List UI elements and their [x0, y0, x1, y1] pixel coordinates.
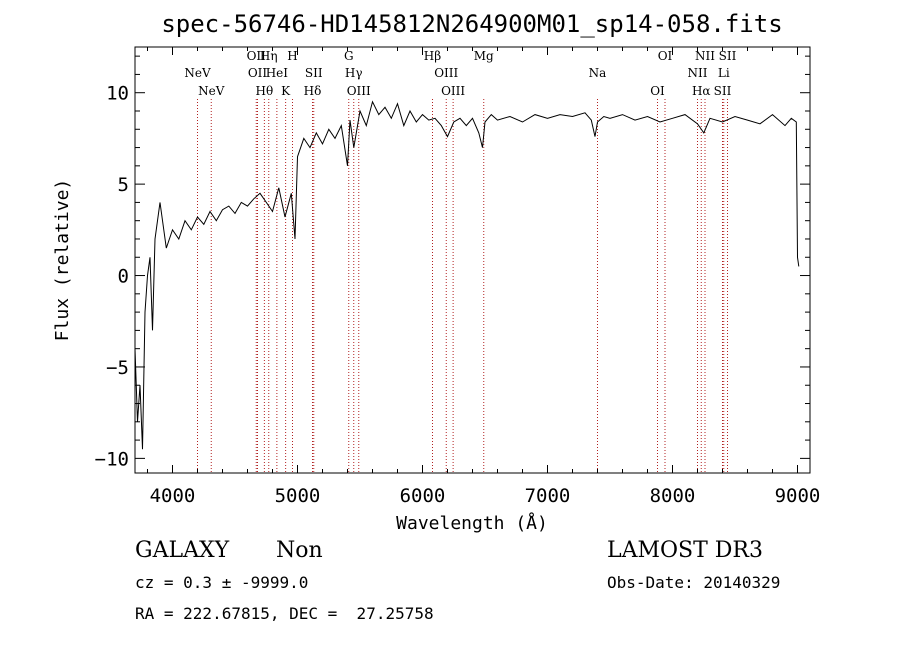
- y-axis-label: Flux (relative): [52, 179, 73, 342]
- survey-label: LAMOST DR3: [607, 538, 763, 563]
- spectral-line-label: SII: [719, 49, 737, 63]
- spectral-line-label: NII: [695, 49, 715, 63]
- ra-dec: RA = 222.67815, DEC = 27.25758: [135, 604, 434, 623]
- observation-date: Obs-Date: 20140329: [607, 573, 781, 592]
- spectral-line-label: Hδ: [304, 84, 322, 98]
- y-tick-label: −5: [106, 357, 129, 379]
- x-tick-label: 7000: [525, 485, 571, 507]
- spectral-line-label: SII: [714, 84, 732, 98]
- spectral-lines: NeV NeV OII OII Hθ Hη HeI K H Hδ SII G Hγ OIII Hβ OIII O…: [184, 49, 737, 473]
- spectral-line-label: Mg: [474, 49, 494, 63]
- x-tick-label: 4000: [150, 485, 196, 507]
- x-axis-label: Wavelength (Å): [396, 512, 548, 534]
- object-subclass: Non: [276, 538, 323, 563]
- spectral-line-label: OII: [248, 66, 268, 80]
- spectral-line-label: Na: [589, 66, 607, 80]
- chart-title: spec-56746-HD145812N264900M01_sp14-058.f…: [161, 10, 782, 38]
- y-tick-label: 0: [118, 266, 129, 288]
- y-tick-label: −10: [95, 448, 129, 470]
- spectrum-line: [134, 100, 800, 450]
- x-tick-label: 9000: [775, 485, 821, 507]
- spectral-line-label: K: [281, 84, 291, 98]
- x-axis-ticks: 4000 5000 6000 7000 8000 9000: [147, 47, 821, 507]
- spectral-line-label: OIII: [347, 84, 371, 98]
- y-tick-label: 5: [118, 174, 129, 196]
- spectral-line-label: OIII: [434, 66, 458, 80]
- spectral-line-label: Li: [718, 66, 730, 80]
- spectral-line-label: H: [287, 49, 297, 63]
- spectrum-series: [134, 100, 800, 450]
- spectral-line-label: NeV: [198, 84, 225, 98]
- redshift-cz: cz = 0.3 ± -9999.0: [135, 573, 309, 592]
- y-tick-label: 10: [106, 83, 129, 105]
- spectral-line-label: HeI: [266, 66, 289, 80]
- spectral-line-label: OIII: [441, 84, 465, 98]
- object-class: GALAXY: [135, 538, 230, 563]
- x-tick-label: 8000: [650, 485, 696, 507]
- spectral-line-label: Hη: [260, 49, 278, 63]
- x-tick-label: 5000: [275, 485, 321, 507]
- spectral-line-label: Hα: [692, 84, 711, 98]
- spectral-line-label: G: [344, 49, 354, 63]
- spectral-line-label: Hθ: [256, 84, 274, 98]
- plot-frame: [134, 46, 811, 474]
- spectral-line-label: OI: [658, 49, 673, 63]
- spectral-line-label: SII: [305, 66, 323, 80]
- spectral-line-label: OI: [650, 84, 665, 98]
- x-tick-label: 6000: [400, 485, 446, 507]
- spectral-line-label: NII: [688, 66, 708, 80]
- spectral-line-label: Hβ: [424, 49, 441, 63]
- spectral-line-label: OII: [247, 49, 267, 63]
- spectral-line-label: Hγ: [345, 66, 363, 80]
- y-axis-ticks: −10 −5 0 5 10: [95, 55, 810, 470]
- spectral-line-label: NeV: [184, 66, 211, 80]
